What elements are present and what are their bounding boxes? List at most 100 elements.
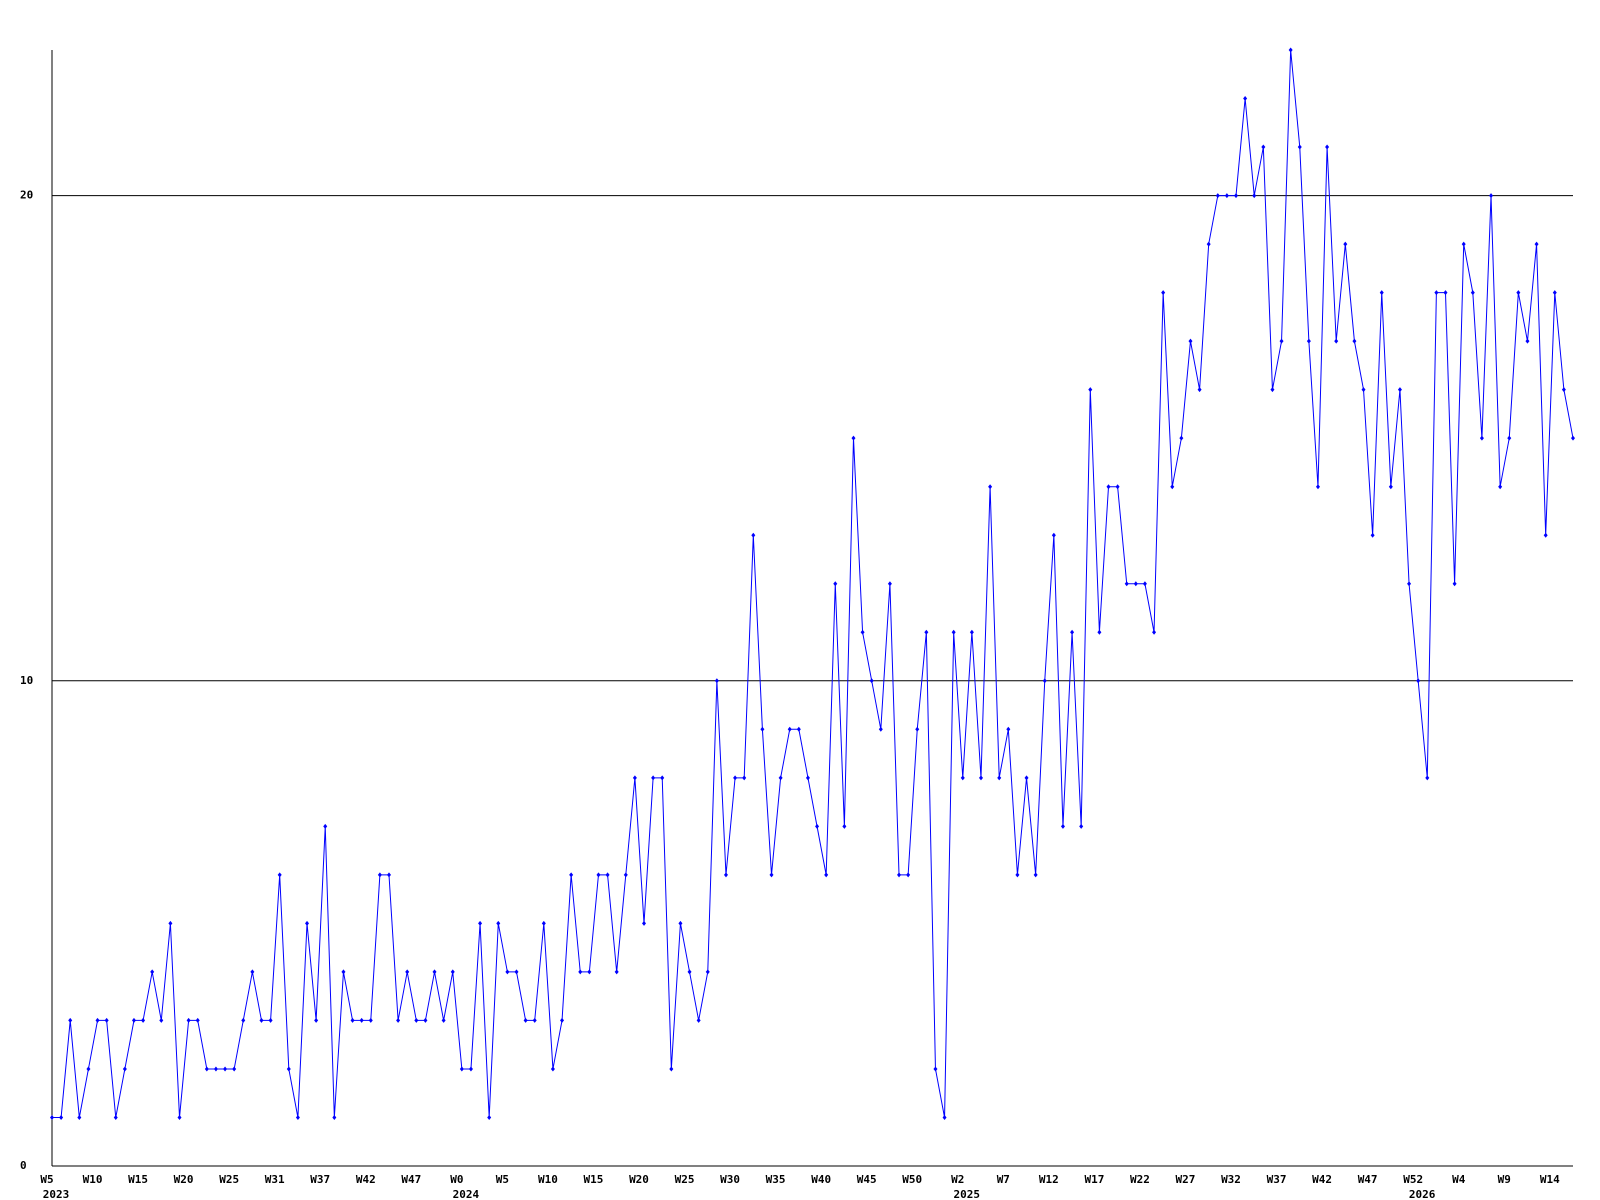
data-point [104,1017,109,1023]
data-point [305,920,310,926]
data-point [1206,241,1211,247]
data-point [1379,290,1384,296]
data-point [1243,96,1248,102]
x-tick-label: W27 [1176,1173,1196,1186]
data-point [642,920,647,926]
data-point [468,1066,473,1072]
data-point [68,1017,73,1023]
data-point [131,1017,136,1023]
x-tick-label: W5 [40,1173,53,1186]
x-year-label: 2026 [1409,1188,1436,1200]
data-point [906,872,911,878]
data-point [733,775,738,781]
data-point [596,872,601,878]
data-point [815,823,820,829]
data-point [1516,290,1521,296]
data-point [605,872,610,878]
data-point [988,484,993,490]
data-point [696,1017,701,1023]
x-tick-label: W0 [450,1173,463,1186]
data-point [869,678,874,684]
data-point [805,775,810,781]
data-point [833,581,838,587]
data-point [660,775,665,781]
data-point [1224,193,1229,199]
data-point [778,775,783,781]
data-point [1543,532,1548,538]
x-tick-label: W17 [1084,1173,1104,1186]
data-point [1334,338,1339,344]
data-point [232,1066,237,1072]
data-point [496,920,501,926]
data-point [1261,144,1266,150]
data-point [1552,290,1557,296]
data-point [1343,241,1348,247]
x-tick-label: W31 [265,1173,285,1186]
y-tick-label: 0 [20,1159,27,1172]
x-tick-label: W47 [401,1173,421,1186]
data-point [505,969,510,975]
data-point [1534,241,1539,247]
data-point [1079,823,1084,829]
data-point [432,969,437,975]
data-point [59,1114,64,1120]
x-tick-label: W20 [629,1173,649,1186]
data-point [842,823,847,829]
data-point [405,969,410,975]
data-point [796,726,801,732]
x-tick-label: W47 [1358,1173,1378,1186]
data-point [1070,629,1075,635]
data-point [1407,581,1412,587]
data-point [1170,484,1175,490]
data-point [1042,678,1047,684]
data-point [1461,241,1466,247]
data-point [350,1017,355,1023]
data-point [550,1066,555,1072]
data-point [969,629,974,635]
data-point [1479,435,1484,441]
data-point [1234,193,1239,199]
data-point [1142,581,1147,587]
data-point [1215,193,1220,199]
data-point [223,1066,228,1072]
data-point [1489,193,1494,199]
x-year-label: 2023 [43,1188,70,1200]
data-point [1161,290,1166,296]
data-point [751,532,756,538]
data-point [1179,435,1184,441]
data-point [569,872,574,878]
data-point [1088,387,1093,393]
data-point [942,1114,947,1120]
data-point [359,1017,364,1023]
data-point [314,1017,319,1023]
data-point [851,435,856,441]
data-point [523,1017,528,1023]
data-point [769,872,774,878]
data-point [723,872,728,878]
x-tick-label: W22 [1130,1173,1150,1186]
x-tick-label: W25 [219,1173,239,1186]
data-point [414,1017,419,1023]
data-point [323,823,328,829]
data-point [960,775,965,781]
data-point [1106,484,1111,490]
data-point [1571,435,1575,441]
x-tick-label: W10 [538,1173,558,1186]
data-point [1015,872,1020,878]
x-tick-label: W5 [496,1173,509,1186]
data-point [213,1066,218,1072]
data-point [177,1114,182,1120]
data-point [1060,823,1065,829]
data-point [1306,338,1311,344]
data-point [1097,629,1102,635]
data-point [824,872,829,878]
data-point [186,1017,191,1023]
data-point [368,1017,373,1023]
data-point [897,872,902,878]
data-point [268,1017,273,1023]
data-point [478,920,483,926]
data-point [951,629,956,635]
data-point [933,1066,938,1072]
data-point [742,775,747,781]
